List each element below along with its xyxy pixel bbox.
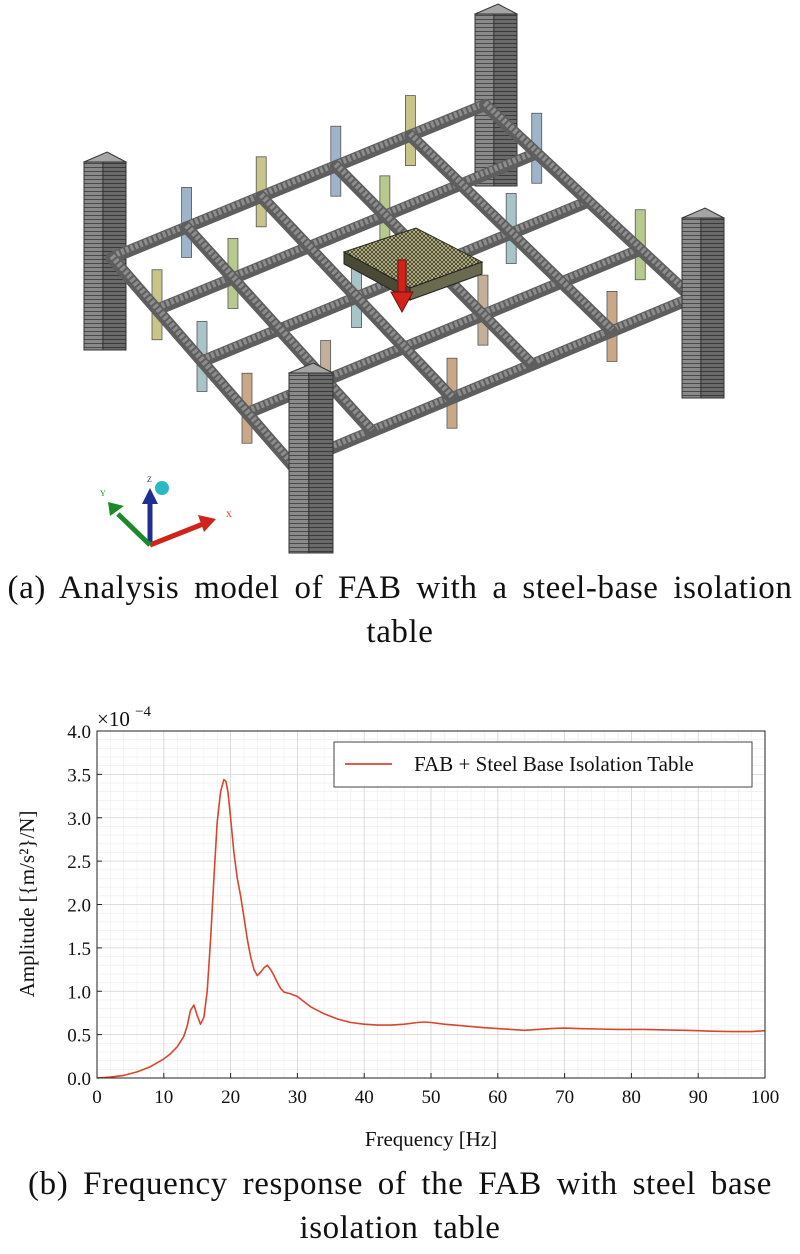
x-axis-ticks: 0 10 20 30 40 50 60 70 80 90 100 (92, 1073, 779, 1108)
y-multiplier-base: ×10 (97, 707, 130, 731)
y-tick-label: 2.0 (67, 896, 91, 917)
figure-b-caption: (b) Frequency response of the FAB with s… (28, 1166, 772, 1246)
y-tick-label: 0.0 (67, 1069, 91, 1090)
x-tick-label: 70 (555, 1087, 574, 1108)
legend-box (333, 741, 753, 788)
tall-column-face (681, 217, 702, 399)
figure-a-caption: (a) Analysis model of FAB with a steel-b… (7, 570, 793, 650)
series-line-fab-steel-base (96, 778, 766, 1079)
load-arrow (390, 259, 414, 314)
legend-label: FAB + Steel Base Isolation Table (414, 752, 694, 776)
y-axis-label: Amplitude [{m/s²}/N] (15, 811, 39, 998)
legend: FAB + Steel Base Isolation Table (333, 741, 753, 788)
tall-column-face (288, 372, 310, 554)
y-tick-label: 3.0 (67, 809, 91, 830)
axis-triad: X Y Z (100, 475, 232, 548)
y-tick-label: 3.5 (67, 765, 91, 786)
y-multiplier-exponent: −4 (135, 704, 151, 720)
tall-column-face (493, 13, 518, 187)
x-tick-label: 30 (288, 1087, 307, 1108)
tall-column-face (83, 161, 104, 351)
x-tick-label: 80 (622, 1087, 641, 1108)
y-tick-label: 1.5 (67, 939, 91, 960)
isolation-table (342, 227, 484, 301)
tall-column-face (308, 372, 334, 554)
beam-texture (110, 100, 487, 259)
x-axis-label: Frequency [Hz] (365, 1127, 497, 1151)
beam-texture (290, 293, 694, 466)
y-tick-label: 1.0 (67, 982, 91, 1003)
beam-texture (184, 223, 375, 432)
beam-texture (155, 148, 538, 311)
x-tick-label: 0 (92, 1087, 102, 1108)
frame-beam-grid (106, 99, 698, 471)
x-tick-label: 10 (154, 1087, 173, 1108)
y-multiplier: ×10 −4 (97, 704, 152, 731)
y-axis-ticks: 0.0 0.5 1.0 1.5 2.0 2.5 3.0 3.5 4.0 (67, 722, 102, 1090)
y-tick-label: 0.5 (67, 1026, 91, 1047)
beam-texture (408, 131, 615, 332)
x-tick-label: 40 (355, 1087, 374, 1108)
x-tick-label: 60 (488, 1087, 507, 1108)
analysis-model-figure: X Y Z (82, 3, 726, 554)
tall-column-face (700, 217, 725, 399)
beam-texture (109, 254, 295, 465)
axis-x-label: X (226, 510, 232, 519)
x-tick-label: 90 (689, 1087, 708, 1108)
frequency-response-chart: 0 10 20 30 40 50 60 70 80 90 100 0.0 0.5 1.0 1.5 2.0 2.… (15, 704, 779, 1151)
beam-texture (482, 100, 695, 299)
x-tick-label: 50 (422, 1087, 441, 1108)
y-tick-label: 2.5 (67, 852, 91, 873)
frame-front-columns (287, 207, 726, 554)
y-tick-label: 4.0 (67, 722, 91, 743)
beam-texture (333, 162, 535, 365)
x-tick-label: 20 (221, 1087, 240, 1108)
axis-y-label: Y (100, 489, 106, 498)
x-tick-label: 100 (751, 1087, 780, 1108)
axis-z-label: Z (147, 475, 152, 484)
beam-texture (259, 192, 455, 399)
